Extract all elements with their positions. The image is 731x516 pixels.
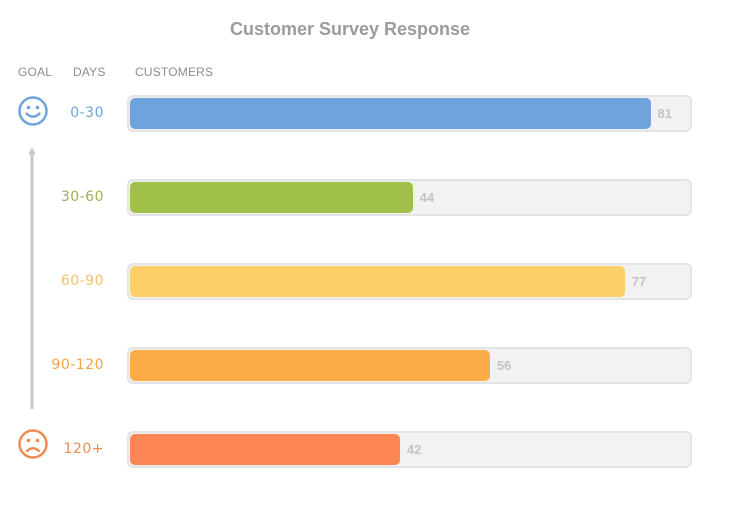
value-label-3: 56 [496, 358, 512, 373]
customers-column-header: CUSTOMERS [135, 65, 214, 79]
goal-arrow-icon [29, 147, 35, 409]
value-label-1: 44 [419, 190, 435, 205]
bar-4 [130, 434, 400, 465]
bar-track-2: 77 [127, 263, 692, 300]
day-label-1: 30-60 [60, 189, 104, 205]
day-label-3: 90-120 [51, 357, 104, 373]
bar-3 [130, 350, 490, 381]
bar-track-4: 42 [127, 431, 692, 468]
smiley-face-icon [18, 96, 48, 126]
day-label-4: 120+ [63, 441, 104, 457]
sad-face-icon [18, 429, 48, 459]
value-label-2: 77 [631, 274, 647, 289]
bar-0 [130, 98, 651, 129]
days-column-header: DAYS [73, 65, 106, 79]
bar-track-0: 81 [127, 95, 692, 132]
bar-1 [130, 182, 413, 213]
bar-track-1: 44 [127, 179, 692, 216]
bar-2 [130, 266, 625, 297]
bar-track-3: 56 [127, 347, 692, 384]
chart-title: Customer Survey Response [229, 19, 471, 39]
day-label-0: 0-30 [70, 105, 104, 121]
value-label-4: 42 [406, 442, 422, 457]
day-label-2: 60-90 [60, 273, 104, 289]
value-label-0: 81 [657, 106, 672, 121]
goal-column-header: GOAL [18, 65, 53, 79]
